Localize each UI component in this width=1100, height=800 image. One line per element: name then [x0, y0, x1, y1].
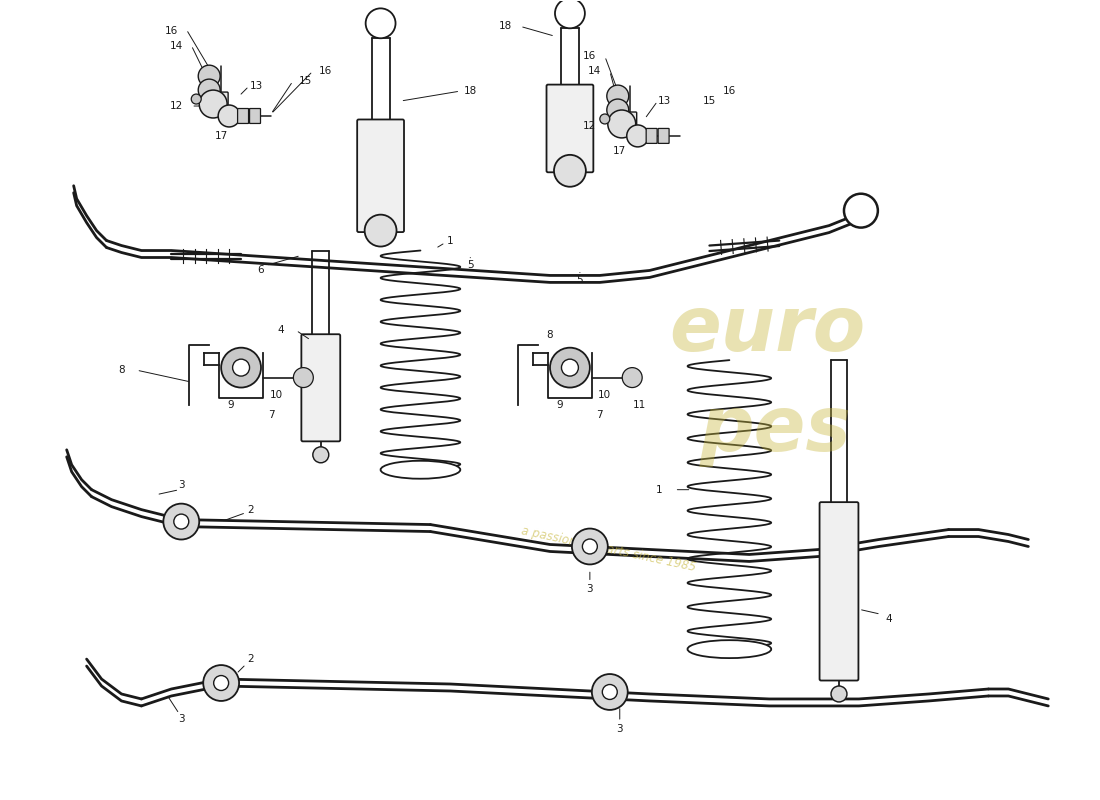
Text: euro: euro	[670, 294, 866, 367]
Text: 6: 6	[257, 266, 264, 275]
Circle shape	[830, 686, 847, 702]
Circle shape	[294, 368, 313, 387]
Text: 3: 3	[616, 724, 623, 734]
Circle shape	[607, 99, 629, 121]
Text: 12: 12	[169, 101, 183, 111]
Circle shape	[572, 529, 608, 565]
Circle shape	[174, 514, 189, 529]
Text: 11: 11	[305, 400, 318, 410]
Circle shape	[198, 65, 220, 87]
Circle shape	[627, 125, 649, 147]
Circle shape	[364, 214, 396, 246]
Text: 17: 17	[613, 146, 626, 156]
Text: 3: 3	[586, 584, 593, 594]
Text: 2: 2	[248, 505, 254, 514]
Circle shape	[582, 539, 597, 554]
Circle shape	[163, 504, 199, 539]
FancyBboxPatch shape	[658, 129, 669, 143]
Circle shape	[844, 194, 878, 228]
Circle shape	[191, 94, 201, 104]
Circle shape	[204, 665, 239, 701]
Text: 16: 16	[319, 66, 332, 76]
Circle shape	[607, 85, 629, 107]
FancyBboxPatch shape	[301, 334, 340, 442]
Text: a passion for parts since 1985: a passion for parts since 1985	[520, 525, 697, 574]
Circle shape	[221, 348, 261, 387]
FancyBboxPatch shape	[250, 109, 261, 123]
FancyBboxPatch shape	[820, 502, 858, 681]
Text: 14: 14	[588, 66, 602, 76]
Circle shape	[198, 79, 220, 101]
Circle shape	[199, 90, 227, 118]
FancyBboxPatch shape	[646, 129, 657, 143]
Text: 7: 7	[596, 410, 603, 420]
Text: 16: 16	[165, 26, 178, 36]
Text: 17: 17	[214, 131, 228, 141]
Circle shape	[623, 368, 642, 387]
Circle shape	[312, 447, 329, 462]
Text: 10: 10	[598, 390, 612, 400]
Text: 13: 13	[250, 81, 263, 91]
Text: 8: 8	[118, 365, 124, 375]
Text: 14: 14	[169, 42, 183, 51]
Text: pes: pes	[700, 393, 851, 467]
Circle shape	[213, 675, 229, 690]
Text: 13: 13	[658, 96, 671, 106]
Text: 5: 5	[468, 261, 474, 270]
Circle shape	[600, 114, 609, 124]
Text: 9: 9	[228, 400, 234, 410]
Text: 9: 9	[557, 400, 563, 410]
FancyBboxPatch shape	[547, 85, 593, 172]
Text: 1: 1	[657, 485, 663, 494]
Ellipse shape	[688, 640, 771, 658]
Circle shape	[554, 155, 586, 186]
FancyBboxPatch shape	[238, 109, 249, 123]
Circle shape	[232, 359, 250, 376]
Text: 4: 4	[277, 326, 284, 335]
Text: 8: 8	[547, 330, 553, 340]
Text: 12: 12	[583, 121, 596, 131]
Text: 10: 10	[270, 390, 283, 400]
FancyBboxPatch shape	[214, 92, 228, 110]
Text: 3: 3	[178, 714, 185, 724]
Text: 15: 15	[703, 96, 716, 106]
Text: 16: 16	[723, 86, 736, 96]
Text: 16: 16	[583, 51, 596, 61]
Circle shape	[365, 8, 396, 38]
Text: 15: 15	[299, 76, 312, 86]
Text: 1: 1	[447, 235, 453, 246]
Ellipse shape	[381, 461, 460, 478]
Text: 4: 4	[886, 614, 892, 624]
Circle shape	[608, 110, 636, 138]
Text: 18: 18	[498, 22, 512, 31]
Text: 5: 5	[576, 275, 583, 286]
Text: 18: 18	[464, 86, 477, 96]
Circle shape	[556, 0, 585, 28]
Text: 11: 11	[634, 400, 647, 410]
Circle shape	[603, 685, 617, 699]
Text: 2: 2	[248, 654, 254, 664]
Text: 7: 7	[267, 410, 274, 420]
Circle shape	[561, 359, 579, 376]
FancyBboxPatch shape	[623, 112, 637, 130]
Text: 3: 3	[178, 480, 185, 490]
Circle shape	[592, 674, 628, 710]
FancyBboxPatch shape	[358, 119, 404, 232]
Circle shape	[218, 105, 240, 127]
Circle shape	[550, 348, 590, 387]
